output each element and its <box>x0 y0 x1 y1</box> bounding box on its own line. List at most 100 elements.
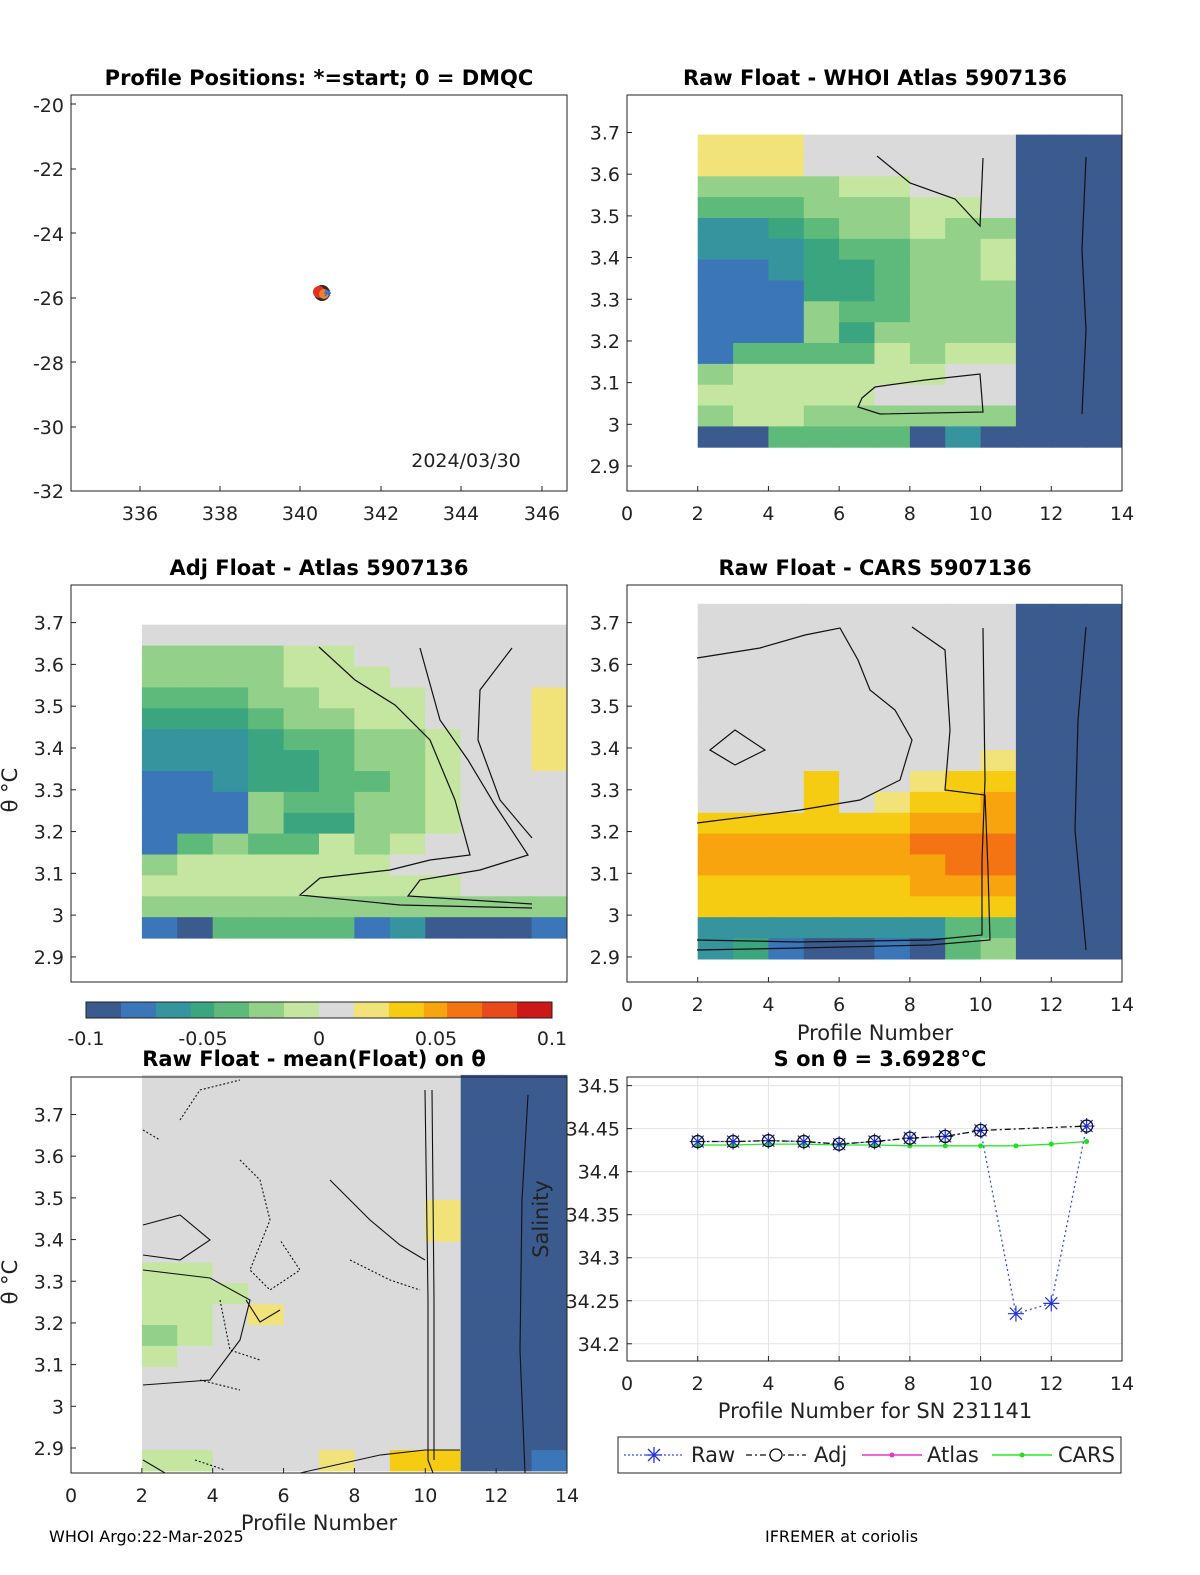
heatmap-cell <box>768 603 805 626</box>
heatmap-cell <box>733 624 769 647</box>
colorbar-swatch <box>505 1002 518 1018</box>
heatmap-cell <box>425 750 462 772</box>
heatmap-cell <box>803 363 840 386</box>
heatmap-cell <box>248 833 284 855</box>
heatmap-cell <box>283 791 320 814</box>
heatmap-cell <box>697 791 734 814</box>
cars-xlabel: Profile Number <box>797 1021 954 1045</box>
heatmap-cell <box>141 1137 178 1159</box>
y-tick-label: 3 <box>52 1396 64 1418</box>
heatmap-cell <box>697 426 734 448</box>
heatmap-cell <box>733 197 769 219</box>
heatmap-cell <box>733 322 769 344</box>
heatmap-cell <box>177 1241 214 1263</box>
heatmap-cell <box>283 854 320 876</box>
heatmap-cell <box>354 1074 391 1097</box>
y-tick-label: 3.3 <box>590 289 620 311</box>
heatmap-cell <box>212 666 249 688</box>
heatmap-cell <box>909 405 946 427</box>
heatmap-cell <box>319 1345 355 1368</box>
heatmap-cell <box>1015 666 1052 688</box>
heatmap-cell <box>283 645 320 667</box>
data-point <box>942 1143 948 1149</box>
heatmap-cell <box>697 687 734 709</box>
legend-atlas-marker <box>889 1452 895 1458</box>
heatmap-cell <box>768 280 805 302</box>
heatmap-cell <box>177 1158 214 1180</box>
adj-ylabel: θ °C <box>0 768 22 813</box>
heatmap-cell <box>141 1450 178 1472</box>
heatmap-cell <box>460 1074 497 1097</box>
positions-date-label: 2024/03/30 <box>411 450 521 472</box>
x-tick-label: 14 <box>1110 503 1134 525</box>
heatmap-cell <box>1051 645 1088 667</box>
heatmap-cell <box>425 1345 462 1368</box>
heatmap-cell <box>425 896 462 918</box>
heatmap-cell <box>733 176 769 198</box>
heatmap-cell <box>283 1283 320 1305</box>
heatmap-cell <box>874 750 911 772</box>
heatmap-cell <box>389 645 426 667</box>
heatmap-cell <box>212 1200 249 1222</box>
heatmap-cell <box>531 645 568 667</box>
heatmap-cell <box>874 833 911 855</box>
heatmap-cell <box>980 134 1017 156</box>
heatmap-cell <box>531 1345 568 1368</box>
heatmap-cell <box>389 708 426 730</box>
heatmap-cell <box>803 218 840 240</box>
heatmap-cell <box>141 812 178 835</box>
x-tick-label: 0 <box>621 1373 633 1395</box>
heatmap-cell <box>496 917 532 939</box>
y-tick-label: 3.4 <box>590 248 620 270</box>
heatmap-cell <box>909 938 946 960</box>
heatmap-cell <box>141 1116 178 1138</box>
heatmap-cell <box>1015 384 1052 406</box>
heatmap-cell <box>248 1387 284 1409</box>
heatmap-cell <box>248 1158 284 1180</box>
salinity-series <box>689 1118 1095 1322</box>
heatmap-cell <box>697 197 734 219</box>
heatmap-cell <box>1015 280 1052 302</box>
y-tick-label: 3 <box>608 905 620 927</box>
heatmap-cell <box>460 645 497 667</box>
heatmap-cell <box>768 708 805 730</box>
heatmap-cell <box>389 771 426 793</box>
heatmap-cell <box>874 708 911 730</box>
heatmap-cell <box>283 1158 320 1180</box>
x-tick-label: 2 <box>692 994 704 1016</box>
heatmap-cell <box>733 708 769 730</box>
y-tick-label: 3.3 <box>590 780 620 802</box>
heatmap-cell <box>733 343 769 365</box>
heatmap-cell <box>803 426 840 448</box>
heatmap-cell <box>980 812 1017 835</box>
y-tick-label: 3.5 <box>34 1188 64 1210</box>
heatmap-cell <box>980 218 1017 240</box>
heatmap-cell <box>248 1345 284 1368</box>
x-tick-label: 0 <box>621 503 633 525</box>
heatmap-cell <box>389 1137 426 1159</box>
heatmap-cell <box>460 1220 497 1243</box>
heatmap-cell <box>874 405 911 427</box>
colorbar-swatch <box>528 1002 541 1018</box>
heatmap-cell <box>1086 875 1123 897</box>
heatmap-cell <box>425 687 462 709</box>
heatmap-cell <box>531 1450 568 1472</box>
heatmap-cell <box>839 750 875 772</box>
heatmap-cell <box>980 666 1017 688</box>
colorbar-swatch <box>284 1002 297 1018</box>
heatmap-cell <box>531 1262 568 1284</box>
heatmap-cell <box>248 1116 284 1138</box>
heatmap-cell <box>496 833 532 855</box>
heatmap-cell <box>733 812 769 835</box>
heatmap-cell <box>283 1387 320 1409</box>
heatmap-cell <box>496 875 532 897</box>
heatmap-cell <box>496 624 532 647</box>
heatmap-cell <box>141 624 178 647</box>
heatmap-cell <box>248 812 284 835</box>
heatmap-cell <box>803 833 840 855</box>
heatmap-cell <box>945 405 982 427</box>
heatmap-cell <box>460 1241 497 1263</box>
heatmap-cell <box>874 218 911 240</box>
heatmap-cell <box>1086 645 1123 667</box>
heatmap-cell <box>1051 917 1088 939</box>
